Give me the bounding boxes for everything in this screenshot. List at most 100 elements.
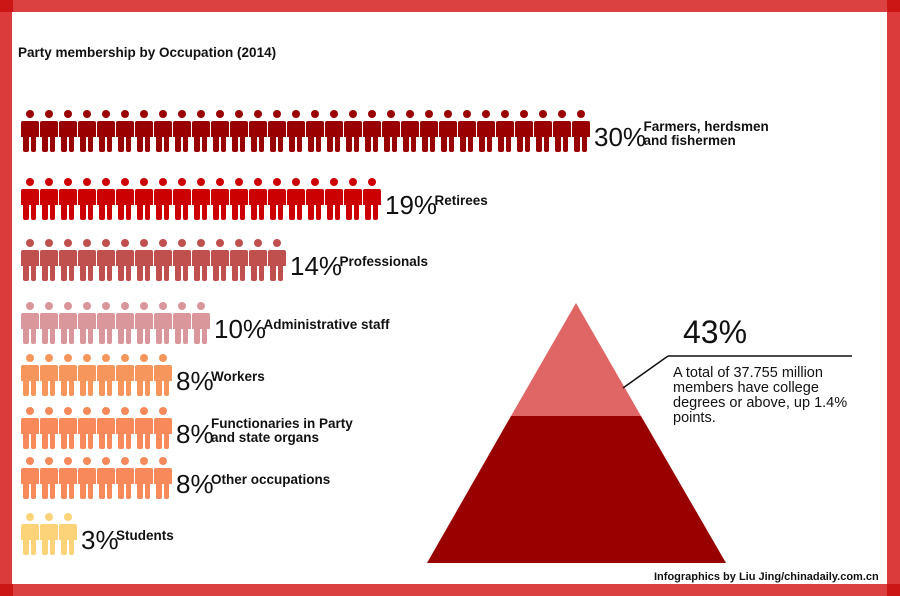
person-icon: [191, 178, 210, 221]
person-icon: [172, 239, 191, 282]
person-icon: [267, 178, 286, 221]
row-label: Students: [116, 529, 174, 543]
person-icon: [134, 239, 153, 282]
person-icon: [210, 239, 229, 282]
person-icon: [457, 110, 476, 153]
row-percentage: 10%: [214, 314, 267, 344]
person-icon: [20, 302, 39, 345]
person-icon: [58, 178, 77, 221]
person-icon: [343, 110, 362, 153]
frame-bottom-border: [0, 584, 900, 596]
person-icon: [77, 457, 96, 500]
pyramid-bottom-segment: [427, 416, 726, 563]
person-icon: [400, 110, 419, 153]
pictogram-row: [20, 302, 210, 346]
person-icon: [153, 239, 172, 282]
person-icon: [39, 110, 58, 153]
person-icon: [77, 178, 96, 221]
person-icon: [286, 178, 305, 221]
person-icon: [96, 354, 115, 397]
person-icon: [571, 110, 590, 153]
person-icon: [20, 457, 39, 500]
person-icon: [153, 178, 172, 221]
person-icon: [134, 457, 153, 500]
person-icon: [115, 110, 134, 153]
person-icon: [324, 110, 343, 153]
person-icon: [58, 513, 77, 556]
person-icon: [362, 178, 381, 221]
row-label-line: and fishermen: [643, 133, 736, 148]
person-icon: [20, 407, 39, 450]
person-icons: [20, 407, 172, 450]
person-icon: [77, 354, 96, 397]
person-icon: [210, 110, 229, 153]
person-icon: [153, 302, 172, 345]
person-icon: [20, 110, 39, 153]
frame-corner: [887, 0, 900, 12]
row-label: Functionaries in Party and state organs: [211, 417, 353, 445]
person-icon: [20, 239, 39, 282]
person-icon: [210, 178, 229, 221]
person-icons: [20, 457, 172, 500]
person-icon: [77, 302, 96, 345]
person-icon: [324, 178, 343, 221]
person-icon: [96, 407, 115, 450]
person-icon: [115, 354, 134, 397]
person-icons: [20, 513, 77, 556]
person-icon: [39, 302, 58, 345]
person-icons: [20, 354, 172, 397]
row-label: Professionals: [340, 255, 429, 269]
person-icon: [39, 354, 58, 397]
person-icon: [58, 457, 77, 500]
person-icon: [77, 239, 96, 282]
person-icon: [115, 239, 134, 282]
row-percentage: 14%: [290, 251, 343, 281]
frame-corner: [0, 0, 13, 12]
row-label: Other occupations: [211, 473, 330, 487]
person-icon: [153, 354, 172, 397]
row-percentage: 3%: [81, 525, 119, 555]
person-icons: [20, 110, 590, 153]
row-percentage: 8%: [176, 419, 214, 449]
person-icon: [20, 513, 39, 556]
frame-top-border: [0, 0, 900, 12]
pictogram-row: [20, 457, 172, 501]
person-icon: [77, 110, 96, 153]
person-icon: [153, 110, 172, 153]
person-icon: [134, 302, 153, 345]
person-icon: [96, 178, 115, 221]
person-icon: [77, 407, 96, 450]
person-icon: [305, 178, 324, 221]
person-icons: [20, 178, 381, 221]
pictogram-row: [20, 178, 381, 222]
row-label-line: Students: [116, 528, 174, 543]
row-label-line: and state organs: [211, 430, 320, 445]
person-icon: [248, 178, 267, 221]
row-label-line: Functionaries in Party: [211, 416, 353, 431]
row-label-line: Farmers, herdsmen: [643, 119, 769, 134]
person-icon: [58, 302, 77, 345]
person-icon: [172, 302, 191, 345]
pictogram-row: [20, 354, 172, 398]
person-icon: [115, 178, 134, 221]
row-label-line: Professionals: [339, 254, 429, 269]
person-icon: [381, 110, 400, 153]
row-percentage: 30%: [594, 122, 647, 152]
person-icon: [172, 110, 191, 153]
person-icon: [58, 354, 77, 397]
row-label-line: Other occupations: [211, 472, 331, 487]
person-icon: [305, 110, 324, 153]
row-label-line: Retirees: [434, 193, 488, 208]
person-icon: [115, 407, 134, 450]
person-icon: [552, 110, 571, 153]
person-icon: [514, 110, 533, 153]
person-icon: [96, 239, 115, 282]
person-icon: [39, 457, 58, 500]
person-icon: [96, 457, 115, 500]
person-icon: [438, 110, 457, 153]
person-icon: [96, 302, 115, 345]
person-icon: [267, 239, 286, 282]
row-label: Administrative staff: [264, 318, 390, 332]
person-icon: [20, 178, 39, 221]
